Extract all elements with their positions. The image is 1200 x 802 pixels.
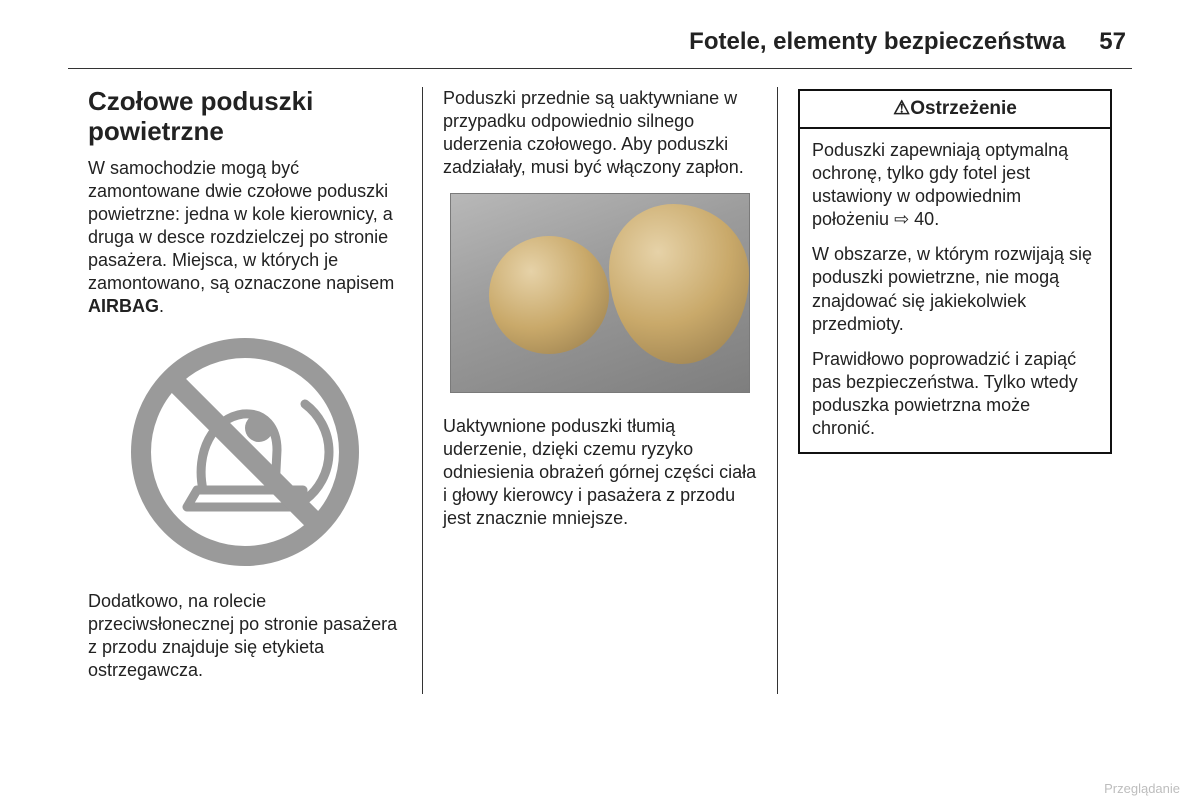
col1-para1-pre: W samochodzie mogą być zamontowane dwie … [88, 158, 394, 293]
warning-p2: W obszarze, w którym rozwijają się podus… [812, 243, 1098, 335]
section-title: Czołowe poduszki powietrzne [88, 87, 402, 147]
col1-para1-bold: AIRBAG [88, 296, 159, 316]
warning-p1: Poduszki zapewniają optymalną ochronę, t… [812, 139, 1098, 231]
column-1: Czołowe poduszki powietrzne W samochodzi… [68, 87, 422, 694]
page: Fotele, elementy bezpieczeństwa 57 Czoło… [0, 0, 1200, 694]
column-3: ⚠Ostrzeżenie Poduszki zapewniają optymal… [777, 87, 1132, 694]
column-2: Poduszki przednie są uaktywniane w przyp… [422, 87, 777, 694]
header-rule [68, 68, 1132, 69]
warning-body: Poduszki zapewniają optymalną ochronę, t… [800, 129, 1110, 451]
content-columns: Czołowe poduszki powietrzne W samochodzi… [68, 87, 1132, 694]
warning-title: ⚠Ostrzeżenie [800, 91, 1110, 129]
col1-para1: W samochodzie mogą być zamontowane dwie … [88, 157, 402, 318]
airbag-deploy-photo [450, 193, 750, 393]
cross-ref-arrow-icon: ⇨ [894, 209, 909, 229]
page-number: 57 [1099, 28, 1126, 56]
airbag-passenger-blob [609, 204, 749, 364]
page-header: Fotele, elementy bezpieczeństwa 57 [68, 28, 1132, 56]
footer-label: Przeglądanie [1104, 781, 1180, 796]
col1-para2: Dodatkowo, na rolecie przeciwsłonecznej … [88, 590, 402, 682]
warning-p1-refnum: 40. [909, 209, 939, 229]
col2-para1: Poduszki przednie są uaktywniane w przyp… [443, 87, 757, 179]
airbag-driver-blob [489, 236, 609, 354]
warning-icon: ⚠ [893, 98, 910, 119]
col1-para1-post: . [159, 296, 164, 316]
col2-para2: Uaktywnione poduszki tłumią uderzenie, d… [443, 415, 757, 530]
warning-title-text: Ostrzeżenie [910, 98, 1017, 119]
warning-p1-pre: Poduszki zapewniają optymalną ochronę, t… [812, 140, 1068, 229]
warning-p3: Prawidłowo poprowadzić i zapiąć pas bezp… [812, 348, 1098, 440]
prohibition-child-seat-icon [125, 332, 365, 572]
chapter-title: Fotele, elementy bezpieczeństwa [689, 28, 1065, 56]
warning-box: ⚠Ostrzeżenie Poduszki zapewniają optymal… [798, 89, 1112, 454]
